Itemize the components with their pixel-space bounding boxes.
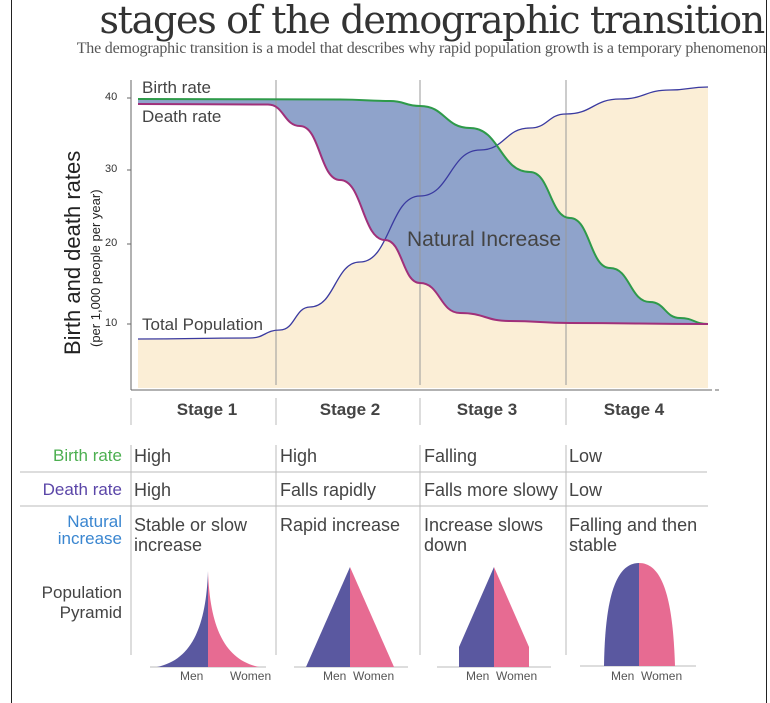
stage-header: Stage 4 <box>603 400 665 419</box>
row-header-line: Natural <box>67 512 122 531</box>
natural-increase-cell: Rapid increase <box>280 515 401 535</box>
death-rate-cell: Falls more slowy <box>424 480 559 500</box>
stage-header: Stage 2 <box>319 400 381 419</box>
birth-rate-cell: High <box>134 446 172 466</box>
y-tick-label: 40 <box>105 91 118 103</box>
row-header-birth-rate: Birth rate <box>53 446 122 465</box>
total-population-label: Total Population <box>142 315 263 334</box>
women-label: Women <box>353 669 395 683</box>
death-rate-cell: Low <box>569 480 603 500</box>
row-header-natural-increase: Natural increase <box>17 513 122 547</box>
men-label: Men <box>466 669 490 683</box>
women-label: Women <box>496 669 538 683</box>
men-label: Men <box>611 669 635 683</box>
pyramid-women <box>350 567 394 667</box>
y-tick-label: 10 <box>105 317 118 329</box>
page-subtitle: The demographic transition is a model th… <box>76 40 766 57</box>
frame-left-border <box>11 0 12 703</box>
death-rate-line <box>137 103 709 325</box>
pyramid-men <box>157 571 208 667</box>
men-label: Men <box>323 669 347 683</box>
stage-header: Stage 3 <box>456 400 518 419</box>
natural-increase-cell: Increase slows <box>424 515 544 535</box>
y-axis-sublabel: (per 1,000 people per year) <box>88 189 103 347</box>
birth-rate-line <box>137 98 709 325</box>
natural-increase-cell: stable <box>569 535 618 555</box>
stage-header: Stage 1 <box>176 400 238 419</box>
natural-increase-label: Natural Increase <box>407 228 562 251</box>
natural-increase-cell: increase <box>134 535 203 555</box>
pyramid-women <box>208 571 259 667</box>
population-pyramids <box>157 563 675 667</box>
pyramid-women <box>494 567 529 667</box>
pyramid-women <box>639 563 675 666</box>
pyramid-men <box>306 567 350 667</box>
death-rate-cell: Falls rapidly <box>280 480 377 500</box>
y-ticks <box>127 97 131 325</box>
birth-rate-cell: Falling <box>424 446 478 466</box>
row-header-line: Pyramid <box>59 603 122 622</box>
population-line <box>137 86 709 340</box>
birth-rate-cell: Low <box>569 446 603 466</box>
y-axis-label: Birth and death rates <box>60 150 85 355</box>
birth-rate-label: Birth rate <box>142 78 211 97</box>
death-rate-label: Death rate <box>142 107 222 126</box>
women-label: Women <box>230 669 272 683</box>
frame-right-border <box>766 0 767 703</box>
natural-increase-cell: Stable or slow <box>134 515 248 535</box>
birth-rate-cell: High <box>280 446 318 466</box>
y-tick-label: 30 <box>105 163 118 175</box>
stage-gridlines <box>275 80 567 385</box>
men-label: Men <box>180 669 204 683</box>
pyramid-men <box>604 563 639 666</box>
y-tick-label: 20 <box>105 237 118 249</box>
row-header-line: Population <box>41 583 122 602</box>
women-label: Women <box>641 669 683 683</box>
death-rate-cell: High <box>134 480 172 500</box>
natural-increase-cell: Falling and then <box>569 515 698 535</box>
natural-increase-cell: down <box>424 535 468 555</box>
row-header-death-rate: Death rate <box>42 480 122 499</box>
row-header-population-pyramid: Population Pyramid <box>17 583 122 623</box>
page-title: stages of the demographic transition <box>99 0 765 42</box>
row-header-line: increase <box>57 529 122 548</box>
pyramid-men <box>459 567 494 667</box>
